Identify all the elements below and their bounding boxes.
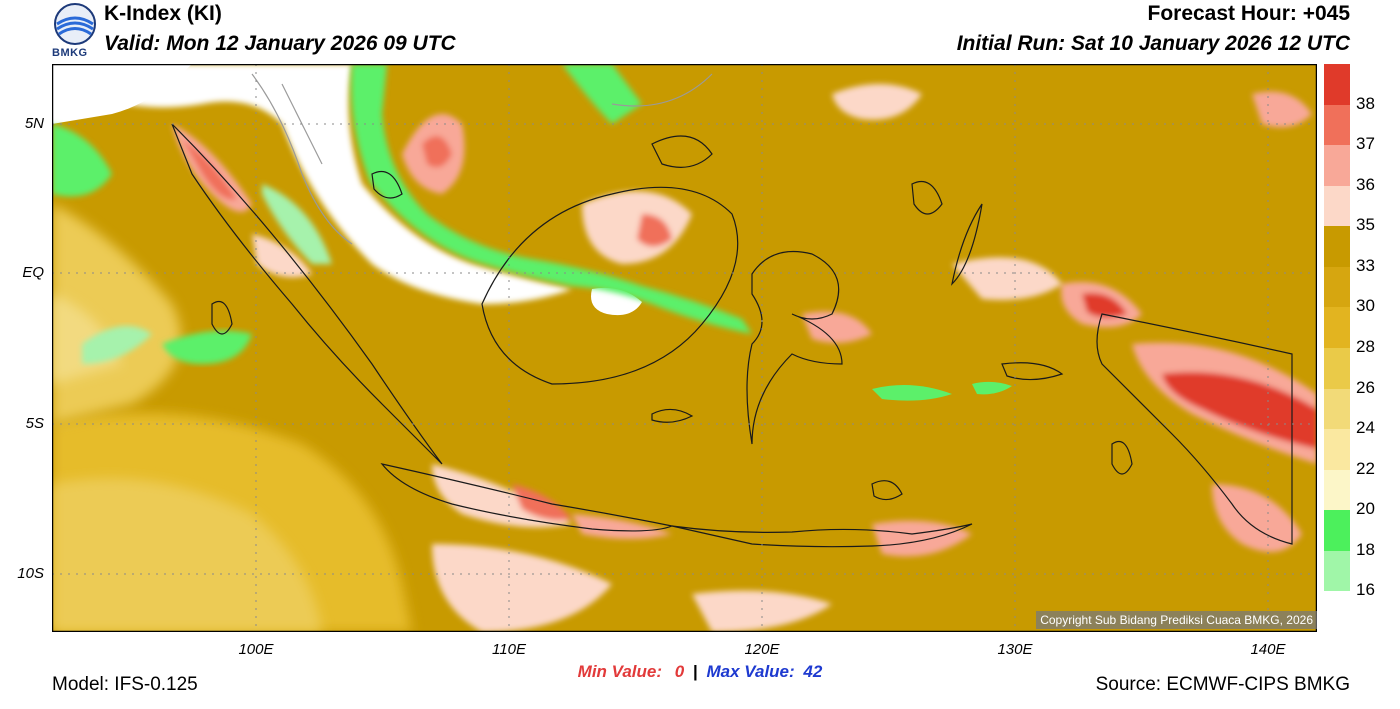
max-label: Max Value: [706,662,795,681]
lon-label-110e: 110E [492,641,526,658]
low-region [262,184,332,264]
max-value: 42 [803,662,823,681]
low-region [972,381,1012,395]
colorbar-label: 22 [1356,458,1375,478]
lat-label-5n: 5N [24,115,44,132]
colorbar [1324,64,1350,632]
initial-run: Initial Run: Sat 10 January 2026 12 UTC [956,32,1350,55]
field-region [52,294,122,384]
copyright-notice: Copyright Sub Bidang Prediksi Cuaca BMKG… [1036,611,1317,629]
low-region [872,385,952,401]
colorbar-label: 37 [1356,134,1375,154]
colorbar-segment [1324,347,1350,389]
colorbar-label: 18 [1356,539,1375,559]
logo-text: BMKG [52,47,88,59]
lon-label-100e: 100E [238,641,274,658]
colorbar-segment [1324,591,1350,632]
colorbar-label: 35 [1356,215,1375,235]
colorbar-segment [1324,388,1350,430]
high-k-index-areas [172,84,1317,632]
colorbar-label: 28 [1356,337,1375,356]
colorbar-segment [1324,185,1350,227]
lat-label-10s: 10S [17,565,44,582]
colorbar-segment [1324,429,1350,470]
colorbar-label: 33 [1356,255,1375,275]
map-title: K-Index (KI) [104,2,222,25]
lat-label-eq: EQ [22,264,44,281]
colorbar-segment [1324,145,1350,186]
colorbar-segment [1324,226,1350,267]
colorbar-segment [1324,266,1350,308]
lon-label-120e: 120E [744,641,780,658]
forecast-hour: Forecast Hour: +045 [1147,2,1351,25]
separator: | [692,662,698,681]
field-region [52,478,322,632]
low-region [52,64,572,304]
low-region [52,124,112,197]
colorbar-label: 36 [1356,174,1375,194]
colorbar-label: 24 [1356,418,1375,438]
colorbar-segment [1324,307,1350,348]
low-region [82,326,152,364]
lon-label-130e: 130E [997,641,1033,658]
source-label: Source: ECMWF-CIPS BMKG [1095,674,1350,695]
k-index-map [52,64,1317,632]
model-label: Model: IFS-0.125 [52,674,198,695]
colorbar-segment [1324,104,1350,146]
colorbar-label: 16 [1356,580,1375,600]
min-label: Min Value: [577,662,663,681]
low-region [351,64,752,334]
colorbar-label: 20 [1356,499,1375,519]
map-frame [52,64,1317,632]
graticule [52,64,1317,632]
valid-time: Valid: Mon 12 January 2026 09 UTC [104,32,456,55]
lon-label-140e: 140E [1250,641,1286,658]
low-region [562,64,642,124]
colorbar-segment [1324,64,1350,105]
colorbar-label: 30 [1356,296,1375,316]
min-value: 0 [674,662,685,681]
min-max-values: Min Value: 0 | Max Value: 42 [0,662,1400,682]
colorbar-segment [1324,510,1350,551]
colorbar-segment [1324,469,1350,511]
low-region [162,330,252,364]
low-region [52,64,192,124]
coastlines [171,123,1293,548]
bmkg-logo [52,2,98,58]
colorbar-label: 26 [1356,377,1375,397]
colorbar-segment [1324,550,1350,592]
colorbar-label: 38 [1356,93,1375,113]
lat-label-5s: 5S [25,415,44,432]
bmkg-globe-icon [54,3,96,45]
